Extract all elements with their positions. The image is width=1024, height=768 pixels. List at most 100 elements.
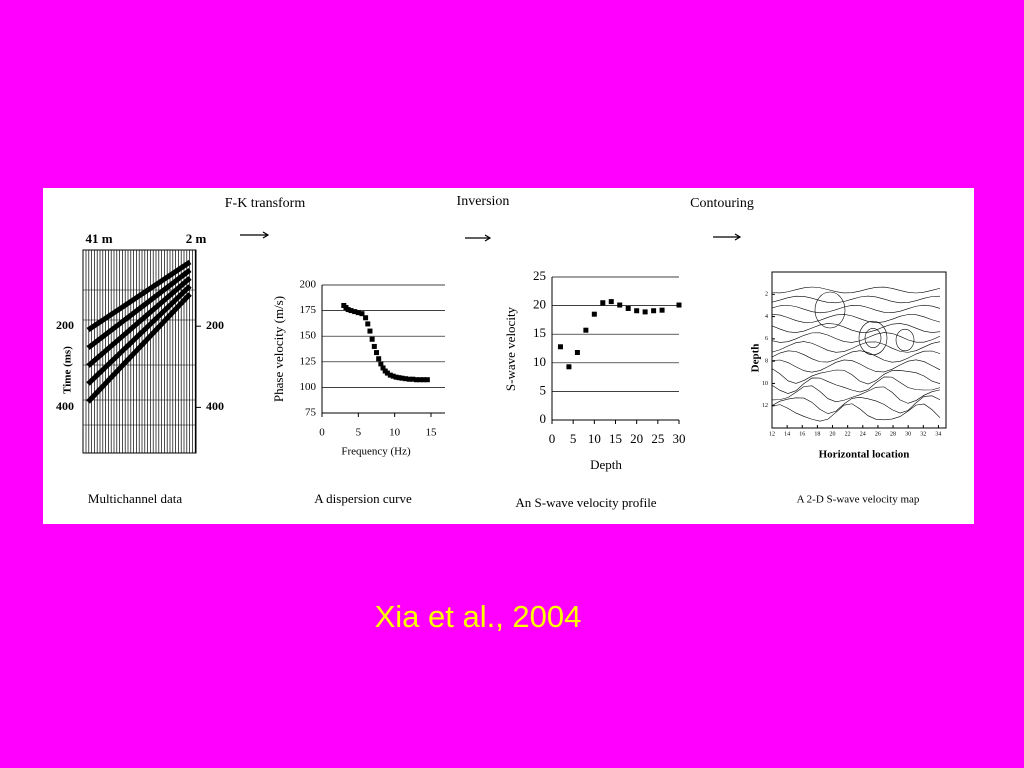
point [417,377,423,383]
seismic-traces: 200 200 400 400 [56,249,224,454]
point [371,343,377,349]
map-x-tick-label: 16 [799,431,805,437]
seismic-tick-label: 400 [56,399,74,413]
point [583,327,589,333]
map-y-tick-label: 12 [762,403,768,409]
point [566,364,572,370]
point [393,374,399,380]
caption: Multichannel data [88,491,182,506]
contour [771,304,941,314]
x-tick-label: 10 [389,427,401,439]
y-tick-label: 25 [533,268,546,283]
wavelet [86,292,192,404]
seismic-tick-label: 200 [206,318,224,332]
point [374,350,379,356]
caption: A 2-D S-wave velocity map [797,494,920,506]
x-tick-label: 30 [673,431,686,446]
point [403,376,409,382]
y-tick-label: 125 [300,355,317,367]
contour [814,291,846,329]
y-axis-label: S-wave velocity [503,306,518,391]
y-tick-label: 0 [540,411,547,426]
map-x-tick-label: 26 [875,431,881,437]
y-axis-label: Phase velocity (m/s) [271,296,286,402]
map-y-axis-label: Depth [750,344,762,373]
y-tick-label: 20 [533,297,546,312]
point [384,370,390,376]
contour [771,323,941,333]
x-axis-label: Frequency (Hz) [341,446,411,458]
point [352,309,358,315]
y-tick-label: 200 [300,279,317,291]
wavelet [86,268,192,350]
y-tick-label: 75 [305,407,317,419]
contour [771,395,941,415]
contour [771,341,941,353]
contour [771,313,941,323]
x-tick-label: 25 [651,431,664,446]
point [413,377,419,383]
point [380,365,386,371]
point [625,305,631,311]
wavelet [86,276,192,368]
point [421,377,427,383]
point [345,307,351,313]
point [410,376,416,382]
citation: Xia et al., 2004 [375,599,582,634]
contour [895,328,915,352]
y-tick-label: 175 [300,304,317,316]
point [608,299,614,305]
x-tick-label: 15 [609,431,622,446]
contour [771,403,941,422]
map-y-tick-label: 2 [765,292,768,298]
seismic-label: 2 m [186,231,207,246]
y-tick-label: 100 [300,381,317,393]
map-x-tick-label: 22 [845,431,851,437]
contour [771,367,941,385]
wavelet [86,259,192,333]
contour [771,332,941,343]
y-tick-label: 15 [533,325,546,340]
x-axis-label: Depth [590,457,622,472]
point [387,372,393,378]
contour [864,328,882,348]
step-label: Inversion [457,194,510,209]
contour [858,320,888,356]
map-x-tick-label: 14 [784,431,790,437]
map-x-tick-label: 18 [814,431,820,437]
point [390,373,396,379]
y-tick-label: 150 [300,330,317,342]
point [376,356,382,362]
point [406,376,412,382]
arrows [240,231,742,242]
x-tick-label: 5 [570,431,577,446]
x-tick-label: 0 [319,427,325,439]
map-x-tick-label: 24 [860,431,866,437]
point [676,302,682,308]
point [651,308,657,314]
point [363,315,369,321]
contour [771,350,941,363]
x-tick-label: 5 [356,427,362,439]
contour [771,376,941,394]
point [659,307,665,313]
map-x-tick-label: 32 [920,431,926,437]
x-tick-label: 20 [630,431,643,446]
y-tick-label: 10 [533,354,546,369]
map-y-tick-label: 4 [765,314,768,320]
seismic-label: 41 m [85,231,112,246]
map-x-axis-label: Horizontal location [819,449,910,461]
point [399,375,405,381]
wavelet [86,284,192,386]
caption: A dispersion curve [314,491,412,506]
point [355,310,361,316]
x-tick-label: 10 [588,431,601,446]
x-tick-label: 0 [549,431,556,446]
point [634,308,640,314]
y-tick-label: 5 [540,382,547,397]
map-y-tick-label: 10 [762,381,768,387]
contour [771,286,941,294]
contour [771,359,941,373]
